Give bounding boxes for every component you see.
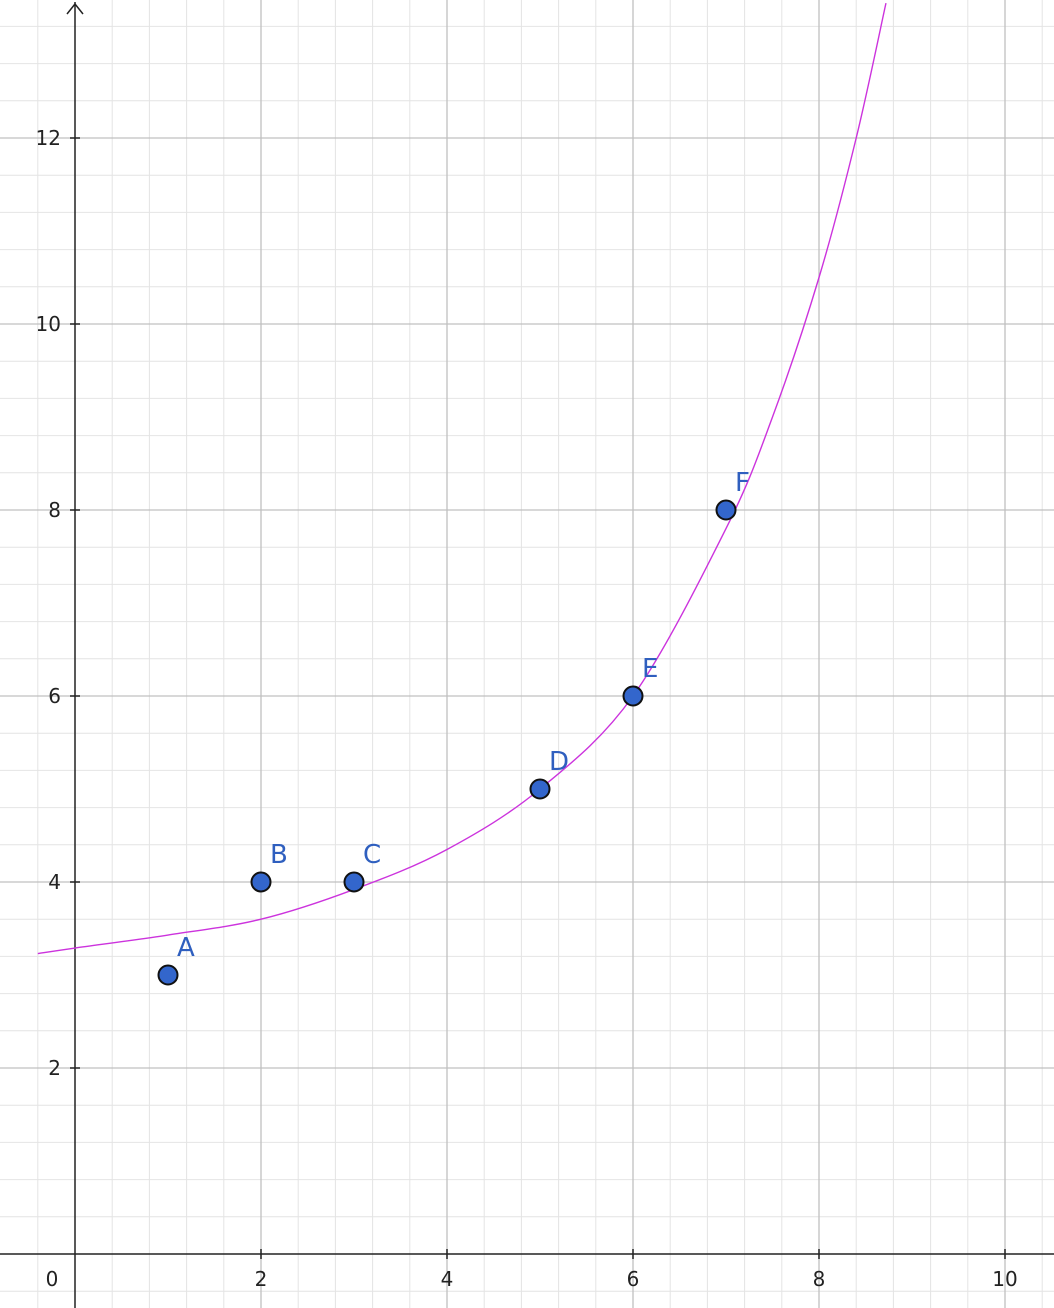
data-point-e [622, 685, 644, 707]
y-tick-label: 4 [48, 870, 61, 894]
point-label-e: E [642, 654, 658, 684]
point-label-d: D [549, 747, 569, 777]
y-tick-label: 2 [48, 1056, 61, 1080]
x-tick-label: 2 [255, 1267, 268, 1291]
x-tick-label: 6 [627, 1267, 640, 1291]
y-tick-label: 8 [48, 498, 61, 522]
origin-label: 0 [46, 1267, 59, 1291]
y-tick-label: 12 [36, 126, 61, 150]
tick-labels: 2 4 6 8 10 2 4 6 8 10 12 0 [36, 126, 1018, 1291]
data-point-c [343, 871, 365, 893]
curve-layer [37, 2, 887, 955]
y-tick-label: 10 [36, 312, 61, 336]
y-axis-arrow-icon [66, 2, 84, 15]
points-layer: A B C D E F [157, 468, 750, 986]
data-point-b [250, 871, 272, 893]
data-point-f [715, 499, 737, 521]
y-tick-label: 6 [48, 684, 61, 708]
point-label-b: B [270, 840, 288, 870]
x-tick-label: 10 [992, 1267, 1017, 1291]
data-point-a [157, 964, 179, 986]
point-label-f: F [735, 468, 750, 498]
x-tick-label: 4 [441, 1267, 454, 1291]
point-label-a: A [177, 933, 195, 963]
data-point-d [529, 778, 551, 800]
point-label-c: C [363, 840, 381, 870]
fitted-curve [37, 2, 887, 955]
x-tick-label: 8 [813, 1267, 826, 1291]
